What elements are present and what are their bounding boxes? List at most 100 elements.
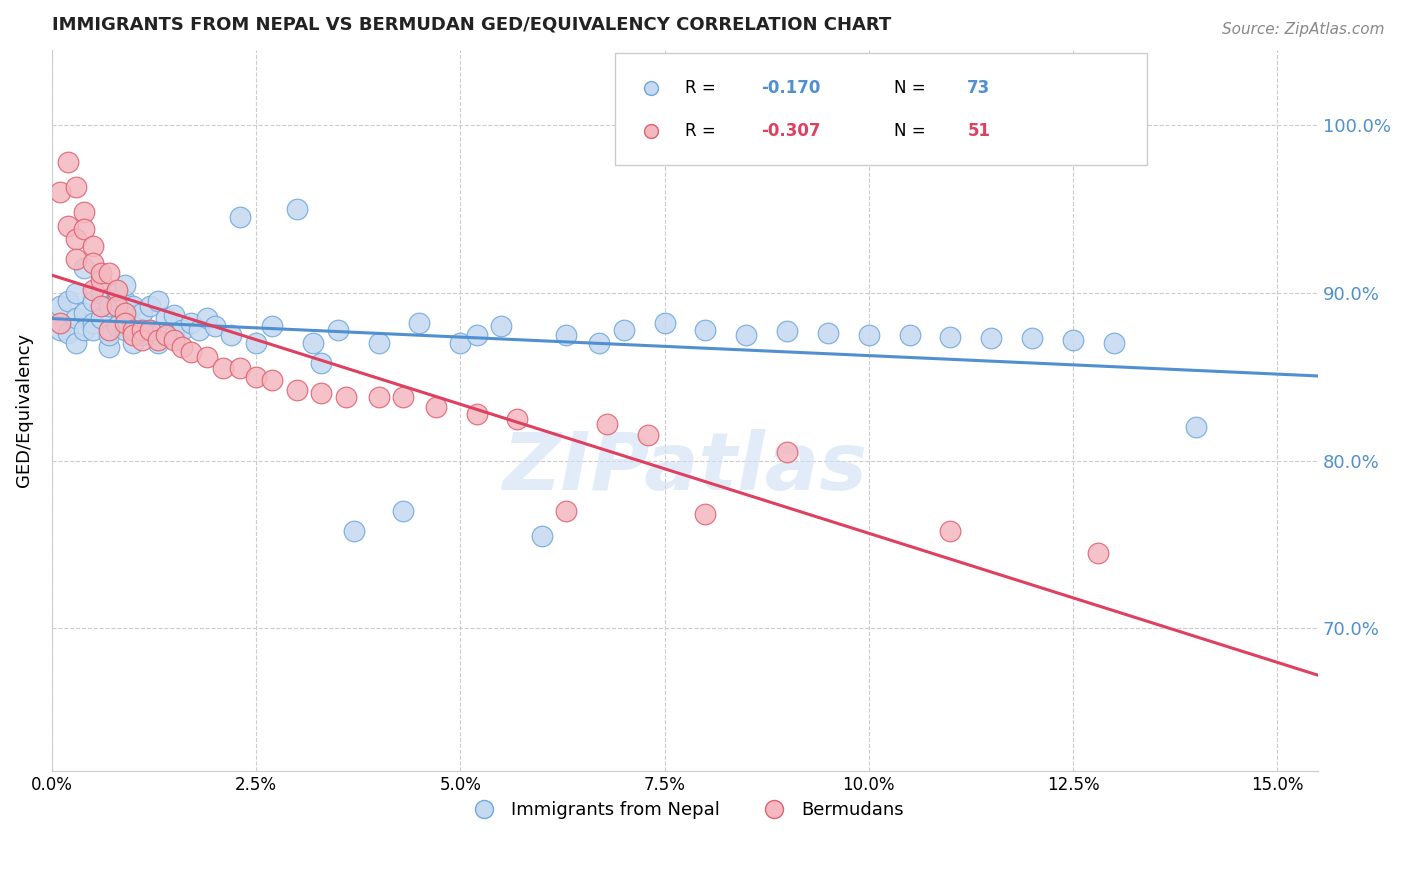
- Point: [735, 327, 758, 342]
- Point: [139, 327, 162, 342]
- Point: [285, 202, 308, 216]
- Point: [105, 299, 128, 313]
- Point: [776, 325, 799, 339]
- Point: [367, 336, 389, 351]
- Point: [90, 272, 112, 286]
- Point: [155, 327, 177, 342]
- Point: [392, 390, 415, 404]
- Point: [49, 186, 72, 200]
- Point: [131, 333, 153, 347]
- Y-axis label: GED/Equivalency: GED/Equivalency: [15, 334, 32, 487]
- Point: [65, 180, 87, 194]
- Point: [1102, 336, 1125, 351]
- Point: [114, 323, 136, 337]
- Point: [56, 219, 79, 233]
- Point: [939, 329, 962, 343]
- Point: [187, 323, 209, 337]
- Point: [245, 336, 267, 351]
- Point: [195, 311, 218, 326]
- Point: [980, 331, 1002, 345]
- Point: [114, 306, 136, 320]
- FancyBboxPatch shape: [616, 54, 1147, 165]
- Point: [73, 323, 96, 337]
- Point: [65, 232, 87, 246]
- Point: [105, 319, 128, 334]
- Point: [49, 299, 72, 313]
- Point: [163, 333, 186, 347]
- Point: [97, 327, 120, 342]
- Point: [82, 283, 104, 297]
- Point: [311, 356, 333, 370]
- Point: [245, 369, 267, 384]
- Point: [114, 294, 136, 309]
- Point: [392, 504, 415, 518]
- Point: [596, 417, 619, 431]
- Point: [82, 239, 104, 253]
- Point: [49, 323, 72, 337]
- Point: [122, 323, 145, 337]
- Point: [1087, 546, 1109, 560]
- Point: [122, 319, 145, 334]
- Point: [56, 326, 79, 340]
- Point: [114, 277, 136, 292]
- Point: [180, 344, 202, 359]
- Point: [555, 327, 578, 342]
- Point: [49, 316, 72, 330]
- Point: [654, 316, 676, 330]
- Legend: Immigrants from Nepal, Bermudans: Immigrants from Nepal, Bermudans: [458, 794, 911, 827]
- Point: [105, 294, 128, 309]
- Text: ZIPatlas: ZIPatlas: [502, 429, 868, 507]
- Point: [367, 390, 389, 404]
- Point: [56, 155, 79, 169]
- Point: [506, 411, 529, 425]
- Point: [114, 316, 136, 330]
- Point: [105, 285, 128, 300]
- Point: [221, 327, 243, 342]
- Point: [146, 336, 169, 351]
- Point: [73, 306, 96, 320]
- Text: 51: 51: [967, 122, 990, 140]
- Point: [212, 361, 235, 376]
- Point: [228, 211, 250, 225]
- Point: [425, 400, 447, 414]
- Point: [90, 266, 112, 280]
- Text: N =: N =: [894, 79, 925, 97]
- Point: [163, 327, 186, 342]
- Point: [65, 311, 87, 326]
- Text: Source: ZipAtlas.com: Source: ZipAtlas.com: [1222, 22, 1385, 37]
- Point: [139, 323, 162, 337]
- Point: [530, 529, 553, 543]
- Point: [97, 340, 120, 354]
- Text: -0.307: -0.307: [761, 122, 821, 140]
- Point: [65, 285, 87, 300]
- Point: [180, 316, 202, 330]
- Point: [139, 299, 162, 313]
- Point: [82, 256, 104, 270]
- Point: [73, 222, 96, 236]
- Point: [73, 205, 96, 219]
- Text: R =: R =: [685, 79, 716, 97]
- Point: [1062, 333, 1084, 347]
- Point: [195, 350, 218, 364]
- Point: [122, 327, 145, 342]
- Point: [588, 336, 610, 351]
- Point: [97, 299, 120, 313]
- Point: [1184, 420, 1206, 434]
- Point: [131, 306, 153, 320]
- Point: [695, 507, 717, 521]
- Point: [97, 266, 120, 280]
- Point: [311, 386, 333, 401]
- Point: [65, 252, 87, 267]
- Point: [408, 316, 430, 330]
- Point: [97, 323, 120, 337]
- Point: [82, 316, 104, 330]
- Point: [131, 327, 153, 342]
- Point: [302, 336, 325, 351]
- Point: [122, 299, 145, 313]
- Point: [122, 336, 145, 351]
- Point: [172, 340, 194, 354]
- Point: [285, 383, 308, 397]
- Point: [465, 327, 488, 342]
- Point: [204, 319, 226, 334]
- Point: [613, 323, 636, 337]
